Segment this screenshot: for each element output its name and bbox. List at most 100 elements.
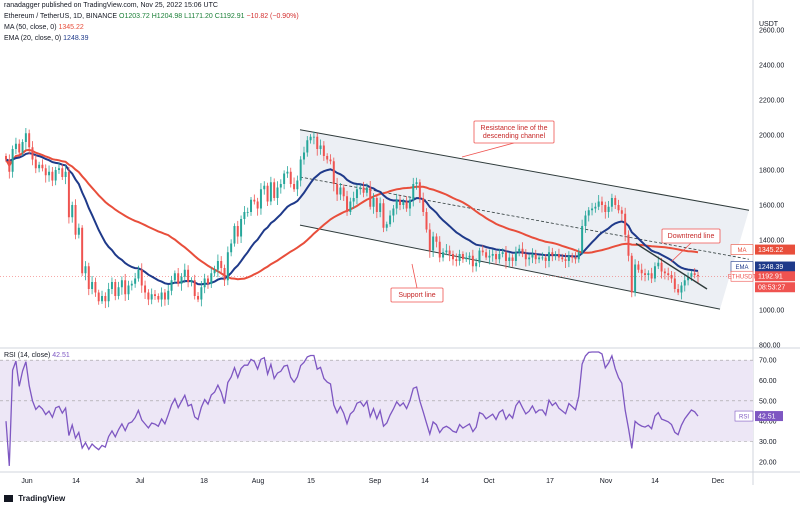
rsi-tick-70: 70.00 (759, 358, 777, 365)
candle-body (273, 182, 276, 198)
candle-body (677, 289, 680, 293)
candle-body (154, 294, 156, 296)
support-annotation-pointer (411, 263, 418, 289)
candle-body (84, 266, 87, 274)
price-tick-2000: 2000.00 (759, 133, 784, 140)
candle-body (379, 203, 382, 212)
ema-legend-value: 1248.39 (63, 35, 89, 42)
candle-body (302, 152, 305, 160)
price-tick-800: 800.00 (759, 343, 781, 350)
candle-body (399, 199, 402, 205)
candle-body (279, 184, 282, 188)
candle-body (673, 278, 676, 289)
time-tick-10: Nov (600, 478, 613, 485)
tag-value-box (755, 261, 795, 272)
candle-body (614, 198, 617, 205)
candle-body (408, 199, 411, 209)
candle-body (581, 226, 584, 253)
ohlc-change: −10.82 (−0.90%) (246, 13, 299, 20)
candle-body (382, 203, 385, 228)
candle-body (610, 198, 613, 207)
candle-body (91, 282, 94, 289)
candle-body (647, 273, 650, 275)
time-tick-11: 14 (651, 478, 659, 485)
candle-body (352, 198, 355, 202)
candle-body (203, 278, 206, 288)
candle-body (620, 210, 623, 214)
candle-body (425, 212, 428, 230)
tag-label-1: EMA (735, 265, 748, 271)
candle-body (137, 269, 140, 279)
candle-body (127, 285, 130, 295)
ohlc-open: O1203.72 (119, 13, 150, 20)
candle-body (544, 257, 547, 261)
candle-body (630, 255, 633, 293)
candle-body (177, 273, 180, 284)
candle-body (339, 187, 342, 195)
candle-body (362, 187, 365, 193)
candle-body (571, 255, 574, 258)
price-tick-1800: 1800.00 (759, 168, 784, 175)
candle-body (210, 273, 213, 284)
candle-body (236, 226, 239, 237)
tag-value-box (755, 271, 795, 282)
candle-body (418, 182, 421, 198)
candle-body (163, 292, 166, 300)
tag-value-2: 1192.91 (758, 274, 783, 281)
candle-body (124, 280, 127, 295)
candle-body (283, 173, 286, 184)
resistance-annotation-pointer (461, 142, 515, 158)
ma-legend-label: MA (50, close, 0) (4, 24, 57, 31)
candle-body (316, 136, 319, 149)
downtrend-line (635, 242, 708, 290)
tag-label-0: MA (738, 248, 747, 254)
candle-body (514, 252, 517, 261)
candle-body (465, 257, 468, 260)
candle-body (54, 170, 57, 181)
candle-body (276, 187, 279, 198)
candle-body (604, 205, 607, 212)
ema20-line (5, 152, 699, 286)
candle-body (644, 273, 647, 275)
candle-body (528, 257, 531, 260)
candle-body (577, 252, 580, 260)
candle-body (8, 159, 11, 172)
tradingview-logo: TradingView (4, 494, 65, 503)
candle-body (71, 205, 74, 218)
candle-body (114, 282, 117, 296)
candle-body (448, 250, 451, 254)
tag-value-box (755, 244, 795, 255)
rsi-line (5, 351, 699, 466)
candle-body (342, 187, 345, 197)
candle-body (130, 283, 133, 286)
rsi-tick-20: 20.00 (759, 459, 777, 466)
candle-body (193, 280, 196, 296)
candle-body (458, 254, 461, 261)
candle-body (269, 182, 272, 202)
candle-body (574, 257, 577, 260)
candle-body (243, 212, 246, 219)
ma-legend-value: 1345.22 (58, 24, 84, 31)
candle-body (187, 269, 190, 282)
candle-body (336, 184, 339, 195)
candle-body (531, 254, 534, 258)
rsi-band (0, 360, 753, 442)
candle-body (64, 171, 67, 177)
candle-body (18, 143, 21, 153)
candle-body (557, 254, 560, 258)
resistance-annotation-text: descending channel (483, 133, 546, 140)
rsi-legend-value: 42.51 (52, 352, 70, 359)
candle-body (94, 282, 97, 293)
rsi-tick-30: 30.00 (759, 439, 777, 446)
countdown-box (755, 282, 795, 293)
resistance-line (299, 129, 750, 211)
publish-info: ranadagger published on TradingView.com,… (4, 2, 218, 9)
candle-body (213, 269, 216, 274)
candle-body (74, 205, 77, 235)
candle-body (461, 254, 464, 260)
candle-body (24, 133, 27, 142)
symbol-title: Ethereum / TetherUS, 1D, BINANCE (4, 13, 118, 20)
candle-body (501, 252, 504, 254)
candle-body (48, 171, 51, 176)
